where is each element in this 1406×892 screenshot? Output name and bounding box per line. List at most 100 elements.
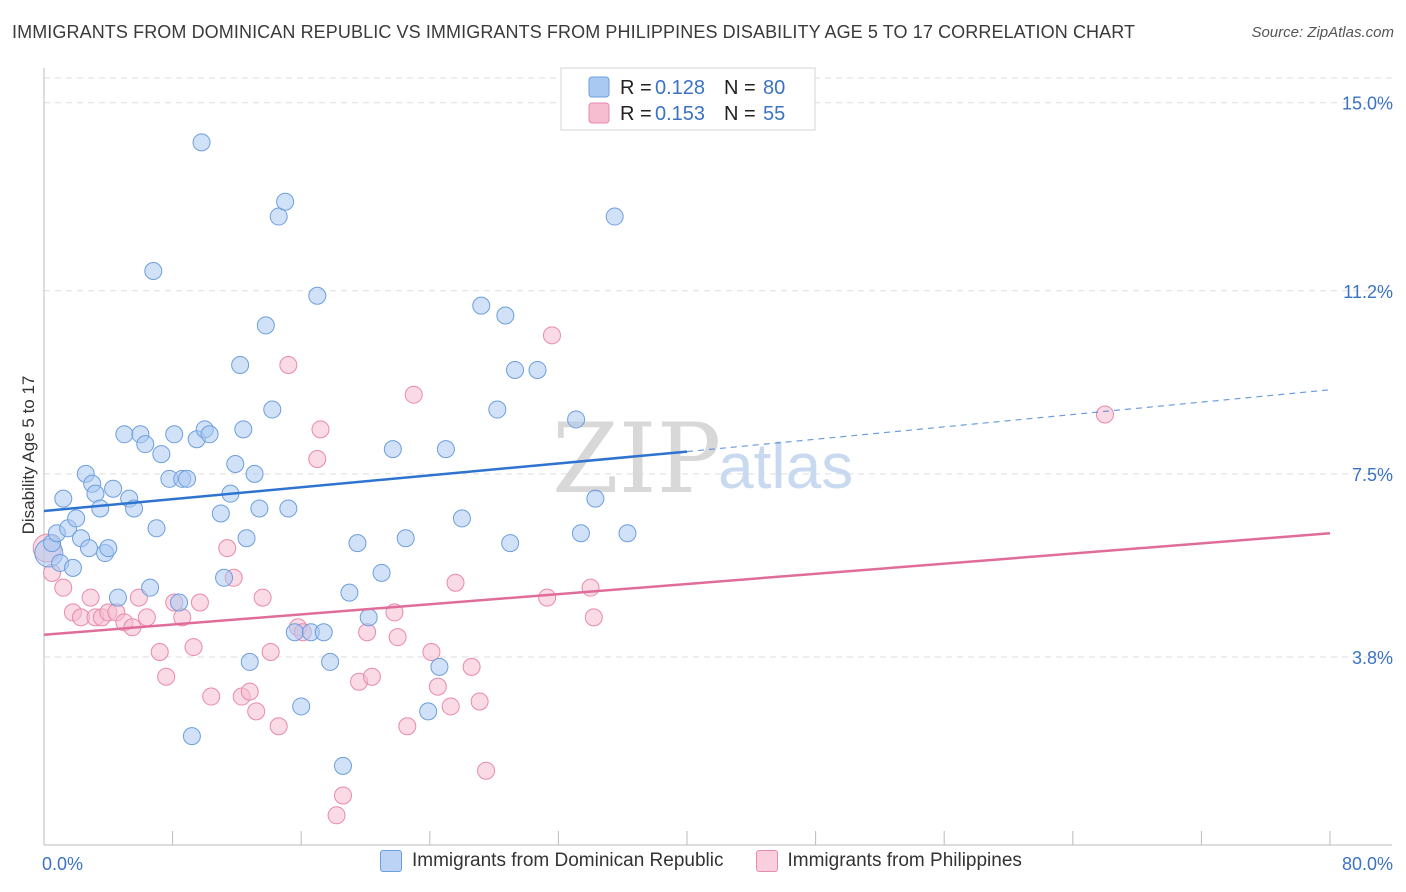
trend-line-dominican	[43, 450, 688, 513]
dominican-point-34	[192, 133, 211, 152]
philippines-point-53	[584, 608, 603, 627]
dominican-point-56	[314, 623, 333, 642]
dominican-point-68	[452, 509, 471, 528]
philippines-point-43	[422, 643, 441, 662]
dominican-point-31	[178, 469, 197, 488]
legend-item-philippines: Immigrants from Philippines	[755, 850, 1022, 872]
dominican-point-18	[115, 425, 134, 444]
dominican-point-40	[226, 454, 245, 473]
dominican-point-42	[234, 420, 253, 439]
legend-r-value-1: 0.128	[655, 77, 705, 99]
philippines-point-35	[333, 786, 352, 805]
legend-r-value-2: 0.153	[655, 103, 705, 125]
dominican-point-61	[359, 608, 378, 627]
philippines-point-18	[184, 638, 203, 657]
watermark-atlas: atlas	[718, 430, 853, 502]
dominican-point-48	[263, 400, 282, 419]
legend-box: R = 0.128 N = 80 R = 0.153 N = 55	[560, 67, 816, 131]
philippines-point-50	[538, 588, 557, 607]
y-tick-label-2: 11.2%	[1343, 282, 1393, 302]
philippines-point-5	[81, 588, 100, 607]
x-tick-label-0: 0.0%	[42, 854, 83, 874]
dominican-point-47	[256, 316, 275, 335]
philippines-point-33	[311, 420, 330, 439]
philippines-point-45	[441, 697, 460, 716]
dominican-point-50	[276, 192, 295, 211]
dominican-point-58	[333, 756, 352, 775]
philippines-point-46	[446, 573, 465, 592]
philippines-point-29	[279, 356, 298, 375]
dominican-point-73	[505, 360, 524, 379]
dominican-point-59	[340, 583, 359, 602]
dominican-point-72	[501, 534, 520, 553]
dominican-point-13	[91, 499, 110, 518]
y-tick-label-3: 15.0%	[1342, 94, 1393, 114]
trend-line-philippines	[43, 532, 1331, 636]
philippines-point-20	[202, 687, 221, 706]
dominican-point-79	[618, 524, 637, 543]
legend-item-dominican: Immigrants from Dominican Republic	[380, 850, 724, 872]
dominican-point-65	[419, 702, 438, 721]
dominican-point-70	[488, 400, 507, 419]
philippines-point-48	[470, 692, 489, 711]
philippines-point-41	[398, 717, 417, 736]
x-tick-label-1: 80.0%	[1342, 854, 1393, 874]
axes	[43, 68, 1392, 846]
dominican-point-41	[231, 356, 250, 375]
dominican-point-32	[182, 727, 201, 746]
dominican-point-63	[383, 440, 402, 459]
bottom-legend: Immigrants from Dominican Republic Immig…	[380, 850, 1022, 872]
dominican-point-24	[144, 261, 163, 280]
dominican-point-29	[170, 593, 189, 612]
dominican-point-67	[436, 440, 455, 459]
dominican-point-25	[147, 519, 166, 538]
dominican-point-43	[237, 529, 256, 548]
philippines-point-34	[327, 806, 346, 825]
philippines-point-13	[137, 608, 156, 627]
dominican-point-49	[269, 207, 288, 226]
legend-n-value-1: 80	[763, 77, 785, 99]
philippines-point-2	[54, 578, 73, 597]
y-tick-label-0: 3.8%	[1352, 648, 1393, 668]
legend-n-label-2: N =	[724, 103, 756, 125]
legend-swatch-philippines	[755, 850, 778, 872]
philippines-point-38	[362, 667, 381, 686]
dominican-point-7	[67, 509, 86, 528]
legend-label-philippines: Immigrants from Philippines	[787, 850, 1022, 871]
philippines-point-47	[462, 657, 481, 676]
dominican-point-26	[152, 445, 171, 464]
philippines-point-21	[218, 539, 237, 558]
dominican-point-76	[571, 524, 590, 543]
legend-r-label-1: R =	[620, 77, 652, 99]
philippines-point-44	[428, 677, 447, 696]
dominican-point-53	[292, 697, 311, 716]
dominican-point-71	[496, 306, 515, 325]
dominican-point-60	[348, 534, 367, 553]
philippines-point-52	[581, 578, 600, 597]
philippines-point-51	[542, 326, 561, 345]
philippines-point-19	[190, 593, 209, 612]
dominican-point-10	[80, 539, 99, 558]
dominican-point-44	[240, 652, 259, 671]
philippines-point-49	[477, 761, 496, 780]
source-label: Source: ZipAtlas.com	[1251, 24, 1394, 41]
philippines-point-37	[358, 623, 377, 642]
philippines-point-14	[150, 643, 169, 662]
dominican-point-38	[215, 568, 234, 587]
dominican-point-16	[104, 479, 123, 498]
legend-label-dominican: Immigrants from Dominican Republic	[412, 850, 724, 871]
dominican-point-64	[396, 529, 415, 548]
dominican-point-37	[211, 504, 230, 523]
series-dominican-points	[34, 133, 637, 775]
dominican-point-57	[321, 652, 340, 671]
dominican-point-55	[308, 286, 327, 305]
dominican-point-22	[136, 435, 155, 454]
dominican-point-36	[200, 425, 219, 444]
y-axis-label: Disability Age 5 to 17	[19, 376, 38, 535]
philippines-point-40	[388, 628, 407, 647]
philippines-point-26	[253, 588, 272, 607]
series-philippines-points	[32, 326, 1114, 825]
dominican-point-28	[165, 425, 184, 444]
dominican-point-75	[567, 410, 586, 429]
dominican-point-6	[63, 558, 82, 577]
